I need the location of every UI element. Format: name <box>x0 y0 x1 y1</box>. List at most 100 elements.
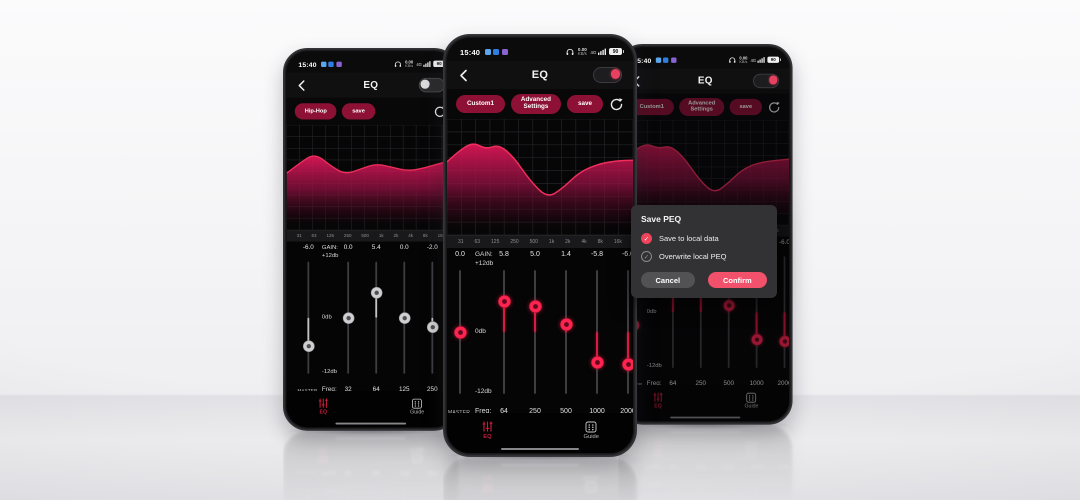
tab-eq[interactable]: EQ <box>481 420 494 440</box>
freq-scale: 31 63 125 250 500 1k 2k 4k 8k 16k <box>286 229 455 242</box>
tab-guide-label: Guide <box>583 433 599 440</box>
phone-center: 15:40 0.00 KB/s 4G 90 EQ Custom1 Advanced Setti… <box>443 34 637 457</box>
preset-button-advanced-settings[interactable]: Advanced Settings <box>510 94 561 114</box>
freq-tick: 125 <box>491 239 500 245</box>
slider-handle-band-4[interactable] <box>621 357 633 371</box>
tab-guide[interactable]: Guide <box>410 398 424 415</box>
refresh-button[interactable] <box>767 100 781 114</box>
slider-handle-master[interactable] <box>302 339 315 352</box>
preset-button-save[interactable]: save <box>566 95 603 113</box>
slider-handle-band-1[interactable] <box>370 286 383 299</box>
slider-handle-band-2[interactable] <box>398 311 411 324</box>
slider-track-master <box>307 261 310 374</box>
radio-unchecked-icon[interactable]: ✓ <box>641 251 652 262</box>
preset-button-advanced-settings[interactable]: Advanced Settings <box>679 98 725 116</box>
preset-button-save[interactable]: save <box>342 103 375 120</box>
preset-button-custom1[interactable]: Custom1 <box>629 98 674 116</box>
gain-max-label: +12db <box>475 260 494 267</box>
freq-tick: 1k <box>378 233 384 239</box>
status-right: 0.00 KB/s 4G 90 <box>729 55 781 64</box>
freq-tick: 1k <box>548 239 555 245</box>
tab-eq[interactable]: EQ <box>652 391 664 409</box>
headphone-icon <box>729 57 736 64</box>
status-bar: 15:40 0.00 KB/s 4G 90 <box>286 51 455 73</box>
slider-active-segment <box>307 317 310 346</box>
freq-tick: 8k <box>422 233 428 239</box>
slider-handle-band-3[interactable] <box>590 355 604 369</box>
option-overwrite-local[interactable]: ✓ Overwrite local PEQ <box>641 251 767 262</box>
preset-button-save[interactable]: save <box>729 98 762 116</box>
gain-zero-label: 0db <box>646 308 657 315</box>
radio-checked-icon[interactable]: ✓ <box>641 233 652 244</box>
confirm-button[interactable]: Confirm <box>707 272 767 288</box>
slider-handle-band-4[interactable] <box>778 335 789 348</box>
freq-label-band-4: 2000 <box>777 380 789 387</box>
save-peq-dialog: Save PEQ ✓ Save to local data ✓ Overwrit… <box>631 205 777 298</box>
slider-handle-master[interactable] <box>453 325 467 339</box>
bottom-nav: EQ Guide <box>621 385 789 422</box>
slider-handle-band-0[interactable] <box>342 311 355 324</box>
freq-label-band-2: 500 <box>723 380 734 387</box>
slider-handle-band-1[interactable] <box>528 299 542 313</box>
bottom-nav: EQ Guide <box>447 413 633 453</box>
gain-value-band-0: 0.0 <box>343 244 353 251</box>
tab-guide[interactable]: Guide <box>584 421 599 440</box>
slider-active-segment <box>783 312 786 342</box>
slider-active-segment <box>755 312 758 340</box>
chevron-left-icon <box>298 79 305 91</box>
slider-track-band-1 <box>534 270 536 394</box>
freq-label-band-0: 32 <box>344 386 352 393</box>
option-save-to-local[interactable]: ✓ Save to local data <box>641 233 767 244</box>
tab-guide[interactable]: Guide <box>744 392 758 409</box>
freq-tick: 63 <box>311 233 317 239</box>
slider-handle-band-3[interactable] <box>750 333 763 346</box>
gain-value-band-1: 5.4 <box>371 244 381 251</box>
network-speed: 0.00 KB/s <box>739 55 748 64</box>
eq-header: EQ <box>621 68 789 94</box>
eq-toggle[interactable] <box>593 67 622 83</box>
slider-panel: -6.0GAIN:+12db0db-12dbMASTERFreq:0.0325.… <box>286 241 455 394</box>
bottom-nav: EQ Guide <box>286 390 455 428</box>
eq-header: EQ <box>286 72 455 98</box>
notification-icon-1 <box>320 61 327 68</box>
network-speed: 0.00 KB/s <box>577 46 587 57</box>
eq-curve-chart <box>447 119 633 235</box>
status-right: 0.00 KB/s 4G 90 <box>395 60 447 68</box>
battery-icon: 90 <box>609 48 625 56</box>
preset-button-custom1[interactable]: Custom1 <box>456 95 505 113</box>
freq-label-band-1: 250 <box>529 408 541 415</box>
slider-track-band-2 <box>727 256 730 368</box>
phone-slot-center: 15:40 0.00 KB/s 4G 90 EQ Custom1 Advanced Setti… <box>443 34 637 457</box>
status-bar: 15:40 0.00 KB/s 4G 90 <box>621 47 789 69</box>
guide-icon <box>746 392 757 403</box>
preset-button-hip-hop[interactable]: Hip-Hop <box>294 103 337 120</box>
gain-value-band-1: 5.0 <box>530 251 540 258</box>
slider-handle-band-0[interactable] <box>497 295 511 309</box>
refresh-icon <box>769 101 780 113</box>
tab-eq[interactable]: EQ <box>317 397 329 415</box>
slider-handle-band-3[interactable] <box>426 321 439 333</box>
cancel-button[interactable]: Cancel <box>641 272 695 288</box>
gain-zero-label: 0db <box>475 328 486 335</box>
refresh-button[interactable] <box>609 96 624 112</box>
page-title: EQ <box>363 79 379 91</box>
slider-handle-band-2[interactable] <box>722 299 735 312</box>
freq-label-band-2: 125 <box>398 386 410 393</box>
back-button[interactable] <box>297 79 310 92</box>
freq-tick: 500 <box>529 239 538 245</box>
gain-value-band-0: 5.8 <box>499 251 509 258</box>
home-indicator <box>501 447 579 450</box>
freq-label-band-2: 500 <box>560 408 572 415</box>
back-button[interactable] <box>458 68 472 82</box>
refresh-icon <box>610 97 623 110</box>
phone-slot-left: 15:40 0.00 KB/s 4G 90 EQ Hip-Hop save 31 63 125 250… <box>283 48 477 471</box>
slider-track-band-3 <box>431 261 434 374</box>
guide-icon <box>585 421 597 432</box>
status-left: 15:40 <box>460 48 508 57</box>
eq-toggle[interactable] <box>418 78 445 93</box>
slider-handle-band-2[interactable] <box>559 318 573 332</box>
headphone-icon <box>395 61 402 68</box>
eq-toggle[interactable] <box>753 73 780 88</box>
gain-min-label: -12db <box>646 362 662 369</box>
notification-icon-1 <box>484 49 491 55</box>
